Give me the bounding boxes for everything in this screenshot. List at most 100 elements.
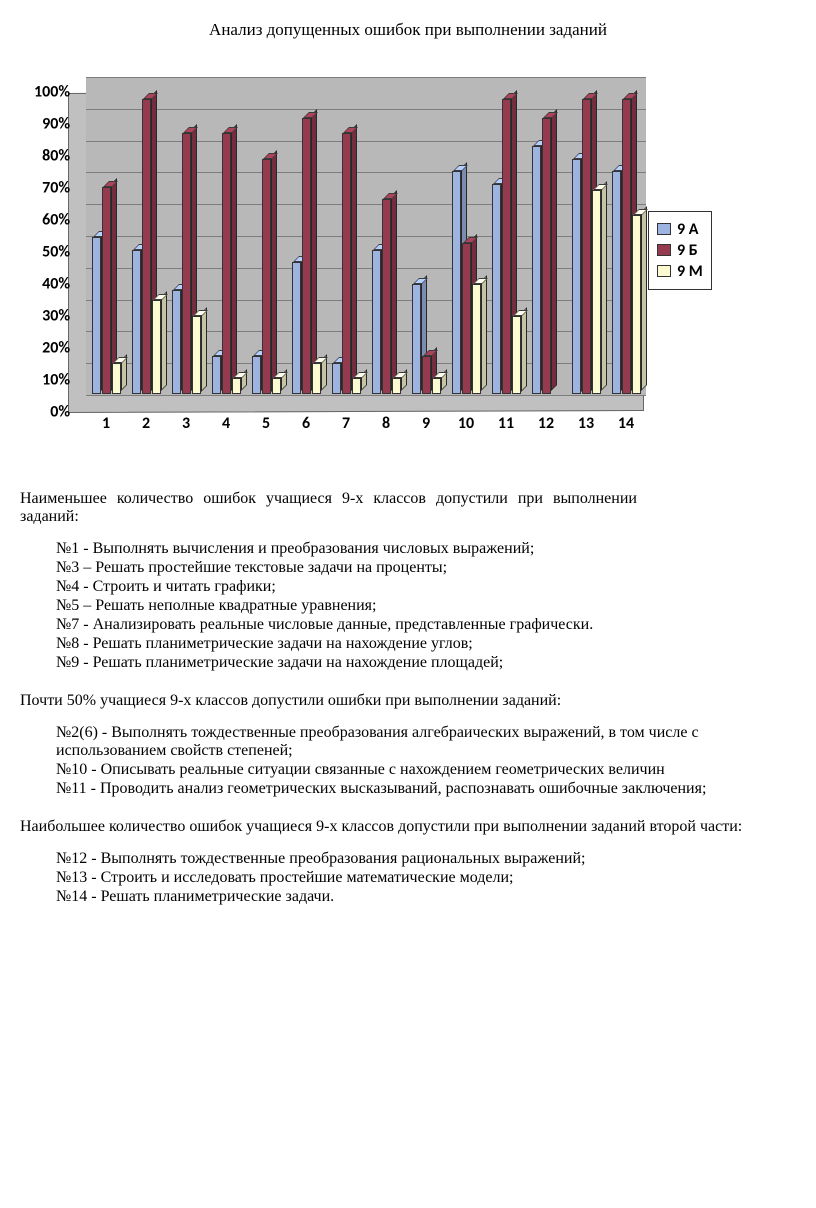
x-tick-label: 12 [538,414,554,433]
bar [92,237,101,394]
bar [582,99,591,394]
bar [142,99,151,394]
bar [472,284,481,394]
bar [412,284,421,394]
bar [422,356,431,394]
bar [622,99,631,394]
legend-item: 9 Б [657,241,703,260]
x-axis-labels: 1234567891011121314 [90,414,642,434]
legend-swatch [657,244,671,256]
bar [392,378,401,394]
x-tick-label: 2 [142,414,150,433]
text: заданий: [20,508,79,525]
list-least-errors: №1 - Выполнять вычисления и преобразован… [56,540,796,672]
legend-item: 9 М [657,262,703,281]
x-tick-label: 1 [102,414,110,433]
bar [462,243,471,394]
text: Наименьшее количество ошибок учащиеся 9-… [20,490,637,507]
y-tick-label: 80% [42,147,70,166]
bar [592,190,601,394]
list-item: №11 - Проводить анализ геометрических вы… [56,780,796,798]
y-tick-label: 60% [42,211,70,230]
bar [572,159,581,395]
bar [492,184,501,394]
bar [262,159,271,395]
bars-area [90,80,642,394]
list-most-errors: №12 - Выполнять тождественные преобразов… [56,850,796,906]
x-tick-label: 3 [182,414,190,433]
bar [302,118,311,394]
bar [232,378,241,394]
x-tick-label: 9 [422,414,430,433]
list-item: №12 - Выполнять тождественные преобразов… [56,850,796,868]
x-tick-label: 4 [222,414,230,433]
bar [512,316,521,395]
bar [252,356,261,394]
y-tick-label: 30% [42,307,70,326]
bar [632,215,641,394]
x-tick-label: 5 [262,414,270,433]
bar [372,250,381,394]
bar [452,171,461,394]
legend-swatch [657,223,671,235]
bar [172,290,181,394]
list-item: №4 - Строить и читать графики; [56,578,796,596]
legend: 9 А 9 Б 9 М [648,211,712,290]
bar-chart-3d: 0%10%20%30%40%50%60%70%80%90%100% 123456… [20,70,640,430]
x-tick-label: 6 [302,414,310,433]
bar [212,356,221,394]
bar [112,363,121,394]
y-tick-label: 70% [42,179,70,198]
x-tick-label: 14 [618,414,634,433]
bar [382,199,391,394]
y-tick-label: 10% [42,371,70,390]
paragraph-most-errors: Наибольшее количество ошибок учащиеся 9-… [20,818,796,836]
bar [342,133,351,394]
list-item: №2(6) - Выполнять тождественные преобраз… [56,724,796,760]
paragraph-half-errors: Почти 50% учащиеся 9-х классов допустили… [20,692,796,710]
bar [502,99,511,394]
legend-label: 9 Б [677,241,698,260]
bar [312,363,321,394]
bar [612,171,621,394]
gridline [86,395,646,396]
chart-container: 0%10%20%30%40%50%60%70%80%90%100% 123456… [20,70,796,430]
list-half-errors: №2(6) - Выполнять тождественные преобраз… [56,724,796,798]
bar [292,262,301,394]
bar [222,133,231,394]
x-tick-label: 7 [342,414,350,433]
list-item: №1 - Выполнять вычисления и преобразован… [56,540,796,558]
y-tick-label: 100% [34,83,70,102]
bar [192,316,201,395]
y-tick-label: 90% [42,115,70,134]
x-tick-label: 13 [578,414,594,433]
list-item: №7 - Анализировать реальные числовые дан… [56,616,796,634]
page-title: Анализ допущенных ошибок при выполнении … [20,20,796,40]
bar [332,363,341,394]
list-item: №5 – Решать неполные квадратные уравнени… [56,597,796,615]
paragraph-least-errors: Наименьшее количество ошибок учащиеся 9-… [20,490,796,526]
list-item: №10 - Описывать реальные ситуации связан… [56,761,796,779]
list-item: №9 - Решать планиметрические задачи на н… [56,654,796,672]
bar [432,378,441,394]
list-item: №13 - Строить и исследовать простейшие м… [56,869,796,887]
bar [152,300,161,394]
list-item: №8 - Решать планиметрические задачи на н… [56,635,796,653]
bar [102,187,111,394]
gridline [86,77,646,78]
y-axis-labels: 0%10%20%30%40%50%60%70%80%90%100% [18,92,78,412]
legend-swatch [657,265,671,277]
list-item: №3 – Решать простейшие текстовые задачи … [56,559,796,577]
y-tick-label: 40% [42,275,70,294]
bar [542,118,551,394]
x-tick-label: 8 [382,414,390,433]
legend-label: 9 А [677,220,698,239]
bar [132,250,141,394]
legend-label: 9 М [677,262,703,281]
x-tick-label: 11 [498,414,514,433]
list-item: №14 - Решать планиметрические задачи. [56,888,796,906]
bar [532,146,541,394]
bar [272,378,281,394]
legend-item: 9 А [657,220,703,239]
y-tick-label: 50% [42,243,70,262]
